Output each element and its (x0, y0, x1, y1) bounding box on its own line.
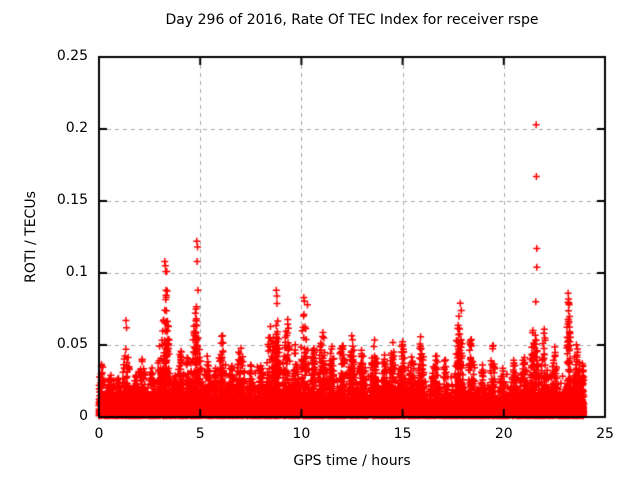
y-tick-label: 0.25 (56, 48, 88, 64)
y-tick-label: 0.15 (56, 192, 88, 208)
x-axis-label: GPS time / hours (293, 453, 411, 469)
x-tick-label: 25 (596, 426, 614, 442)
x-tick-label: 15 (393, 426, 412, 442)
x-tick-label: 0 (94, 426, 104, 442)
y-tick-label: 0.05 (56, 336, 88, 352)
x-tick-label: 20 (494, 426, 513, 442)
x-tick-label: 10 (292, 426, 311, 442)
y-tick-label: 0.2 (65, 120, 88, 136)
y-tick-label: 0 (79, 408, 88, 424)
chart-title: Day 296 of 2016, Rate Of TEC Index for r… (165, 12, 539, 28)
y-tick-label: 0.1 (65, 264, 88, 280)
x-tick-label: 5 (195, 426, 205, 442)
